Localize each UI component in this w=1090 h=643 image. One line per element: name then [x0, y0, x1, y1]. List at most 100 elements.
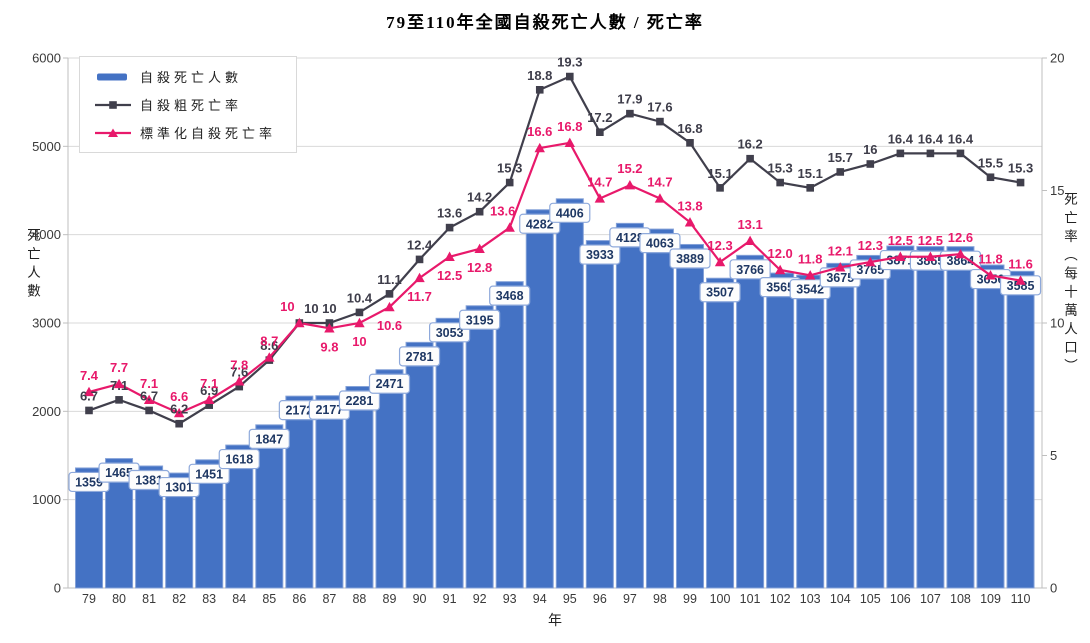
std-rate-point [204, 394, 215, 405]
crude-rate-label: 6.7 [80, 388, 98, 403]
bar-value-label: 1381 [135, 474, 163, 488]
bar-value-label: 4406 [556, 206, 584, 220]
std-rate-label: 7.1 [140, 376, 158, 391]
std-rate-point [985, 270, 996, 280]
crude-rate-label: 16.4 [888, 131, 914, 146]
x-tick-label: 100 [710, 592, 731, 606]
crude-rate-point [836, 168, 845, 176]
std-rate-point [684, 217, 696, 227]
crude-rate-label: 17.9 [617, 92, 642, 107]
std-rate-label: 12.5 [918, 233, 943, 248]
x-tick-label: 97 [623, 592, 637, 606]
x-tick-label: 101 [740, 592, 761, 606]
bar [796, 274, 825, 589]
crude-rate-point [866, 160, 875, 168]
bar [886, 245, 915, 589]
x-tick-label: 102 [770, 592, 791, 606]
bar-value-label: 3864 [947, 254, 975, 268]
right-axis-title: 死亡率（每十萬人口） [1062, 192, 1077, 377]
std-rate-point [865, 256, 876, 267]
crude-rate-point [776, 178, 784, 187]
y-tick-label-right: 5 [1050, 448, 1057, 463]
bar-value-label: 3565 [766, 281, 794, 295]
bar [676, 243, 704, 589]
crude-rate-point [205, 401, 213, 409]
std-rate-point [354, 317, 365, 328]
crude-rate-label: 15.1 [798, 166, 823, 181]
bar-value-box [729, 259, 771, 280]
std-rate-point [774, 264, 786, 275]
bar-value-label: 3766 [736, 263, 764, 277]
crude-rate-label: 17.6 [647, 100, 672, 115]
x-tick-label: 80 [112, 592, 126, 606]
crude-rate-point [686, 139, 694, 147]
crude-rate-point [1016, 178, 1025, 187]
crude-rate-point [716, 184, 724, 192]
crude-rate-point [505, 178, 514, 187]
y-tick-label-left: 2000 [32, 404, 61, 419]
std-rate-point [234, 376, 245, 386]
bar-value-label: 1847 [255, 432, 283, 446]
x-tick-label: 91 [443, 592, 457, 606]
std-rate-label: 12.8 [467, 260, 492, 275]
std-rate-point [173, 407, 185, 418]
bar-value-box [699, 282, 741, 303]
std-rate-label: 12.0 [767, 246, 792, 261]
std-rate-point [444, 251, 455, 261]
bar-value-label: 2781 [406, 350, 434, 364]
bar-value-label: 3053 [436, 326, 464, 340]
crude-rate-label: 10 [304, 301, 318, 316]
std-rate-label: 10 [280, 299, 294, 314]
crude-rate-point [896, 149, 905, 158]
bar [766, 272, 795, 589]
x-tick-label: 93 [503, 592, 517, 606]
x-axis-title: 年 [548, 614, 562, 629]
std-rate-label: 9.8 [320, 339, 338, 354]
bar-value-label: 3468 [496, 289, 524, 303]
x-tick-label: 109 [980, 592, 1001, 606]
bar-value-label: 4063 [646, 237, 674, 251]
y-tick-label-right: 20 [1050, 51, 1064, 66]
std-rate-point [1015, 275, 1026, 285]
crude-rate-point [145, 406, 153, 415]
std-rate-point [895, 251, 906, 261]
crude-rate-point [475, 207, 484, 216]
legend-item-deaths: 自殺死亡人數 [93, 67, 296, 86]
crude-rate-label: 15.3 [767, 161, 792, 176]
bar [916, 246, 945, 589]
bar [465, 305, 494, 589]
std-rate-label: 13.8 [677, 198, 702, 213]
legend: 自殺死亡人數 自殺粗死亡率 標準化自殺死亡率 [79, 56, 297, 153]
std-rate-label: 12.3 [858, 238, 883, 253]
bar-value-label: 3195 [466, 313, 494, 327]
bar [615, 222, 644, 589]
crude-rate-label: 8.6 [260, 338, 278, 353]
std-rate-label: 12.5 [888, 233, 913, 248]
bar [736, 254, 765, 589]
y-tick-label-left: 5000 [32, 139, 61, 154]
std-rate-label: 12.5 [437, 268, 462, 283]
bar-value-box [398, 346, 441, 367]
std-line-swatch-icon [95, 128, 131, 137]
x-tick-label: 106 [890, 592, 911, 606]
bar-value-label: 4128 [616, 231, 644, 245]
bar-value-label: 3933 [586, 248, 614, 262]
y-tick-label-left: 4000 [32, 227, 61, 242]
std-rate-label: 6.6 [170, 389, 188, 404]
crude-rate-point [355, 308, 364, 317]
bar [435, 317, 464, 589]
y-tick-label-right: 0 [1050, 581, 1057, 596]
bar-value-label: 2281 [346, 394, 374, 408]
crude-rate-point [535, 86, 544, 94]
bar-value-label: 1465 [105, 466, 133, 480]
bar-value-box [579, 244, 621, 265]
y-tick-label-right: 15 [1050, 183, 1064, 198]
std-rate-label: 13.6 [490, 204, 515, 219]
x-tick-label: 92 [473, 592, 487, 606]
legend-label-std-rate: 標準化自殺死亡率 [140, 126, 277, 141]
bar [585, 240, 614, 589]
bar [345, 386, 374, 589]
bar-value-label: 1301 [165, 481, 193, 495]
crude-rate-point [926, 149, 935, 158]
